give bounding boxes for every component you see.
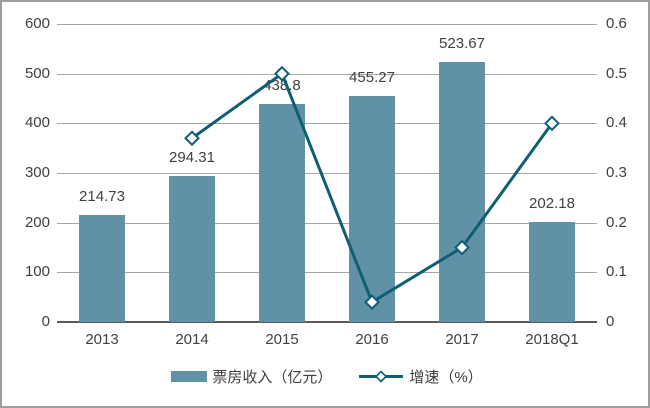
left-axis-tick: 0 [41, 313, 50, 330]
bar-value-label: 455.27 [349, 68, 395, 86]
x-axis-line [57, 321, 597, 323]
revenue-bar [259, 104, 305, 322]
gridline [57, 222, 597, 224]
x-axis-tick: 2016 [355, 331, 389, 348]
revenue-bar [529, 221, 575, 322]
revenue-bar [349, 95, 395, 322]
x-axis-tick: 2018Q1 [525, 331, 579, 348]
bar-value-label: 202.18 [529, 194, 575, 212]
gridline [57, 24, 597, 25]
left-axis-tick: 500 [24, 64, 50, 82]
right-axis-tick: 0.3 [606, 164, 627, 181]
x-axis-tick: 2014 [175, 331, 209, 348]
bar-value-label: 523.67 [439, 34, 485, 52]
bar-value-label: 214.73 [79, 188, 125, 206]
gridline [57, 123, 597, 125]
left-axis-tick: 200 [24, 213, 50, 231]
bar-legend-swatch-icon [171, 371, 208, 382]
x-axis-tick: 2013 [85, 331, 119, 348]
bar-value-label: 438.8 [263, 77, 301, 95]
x-axis-tick: 2017 [445, 331, 479, 348]
right-axis-tick: 0.6 [606, 15, 627, 32]
revenue-bar [79, 215, 125, 322]
right-axis-tick: 0.1 [606, 263, 627, 281]
left-axis-tick: 100 [24, 263, 50, 281]
legend-item-growth: 增速（%） [358, 366, 483, 387]
right-axis-tick: 0.2 [606, 213, 627, 231]
left-axis-tick: 400 [24, 114, 50, 132]
revenue-bar [169, 175, 215, 322]
line-legend-swatch-icon [359, 370, 404, 383]
bar-value-label: 294.31 [169, 148, 215, 166]
legend-label-growth: 增速（%） [409, 369, 483, 386]
left-axis-tick: 600 [24, 15, 50, 32]
right-axis-tick: 0.4 [606, 114, 627, 132]
x-axis-tick: 2015 [265, 331, 299, 348]
right-axis-tick: 0 [606, 313, 615, 330]
legend-item-revenue: 票房收入（亿元） [171, 366, 332, 387]
legend: 票房收入（亿元） 增速（%） [2, 366, 648, 387]
right-axis-tick: 0.5 [606, 64, 627, 82]
left-axis-tick: 300 [24, 164, 50, 181]
gridline [57, 272, 597, 274]
revenue-bar [439, 61, 485, 322]
legend-label-revenue: 票房收入（亿元） [212, 369, 333, 386]
gridline [57, 173, 597, 174]
